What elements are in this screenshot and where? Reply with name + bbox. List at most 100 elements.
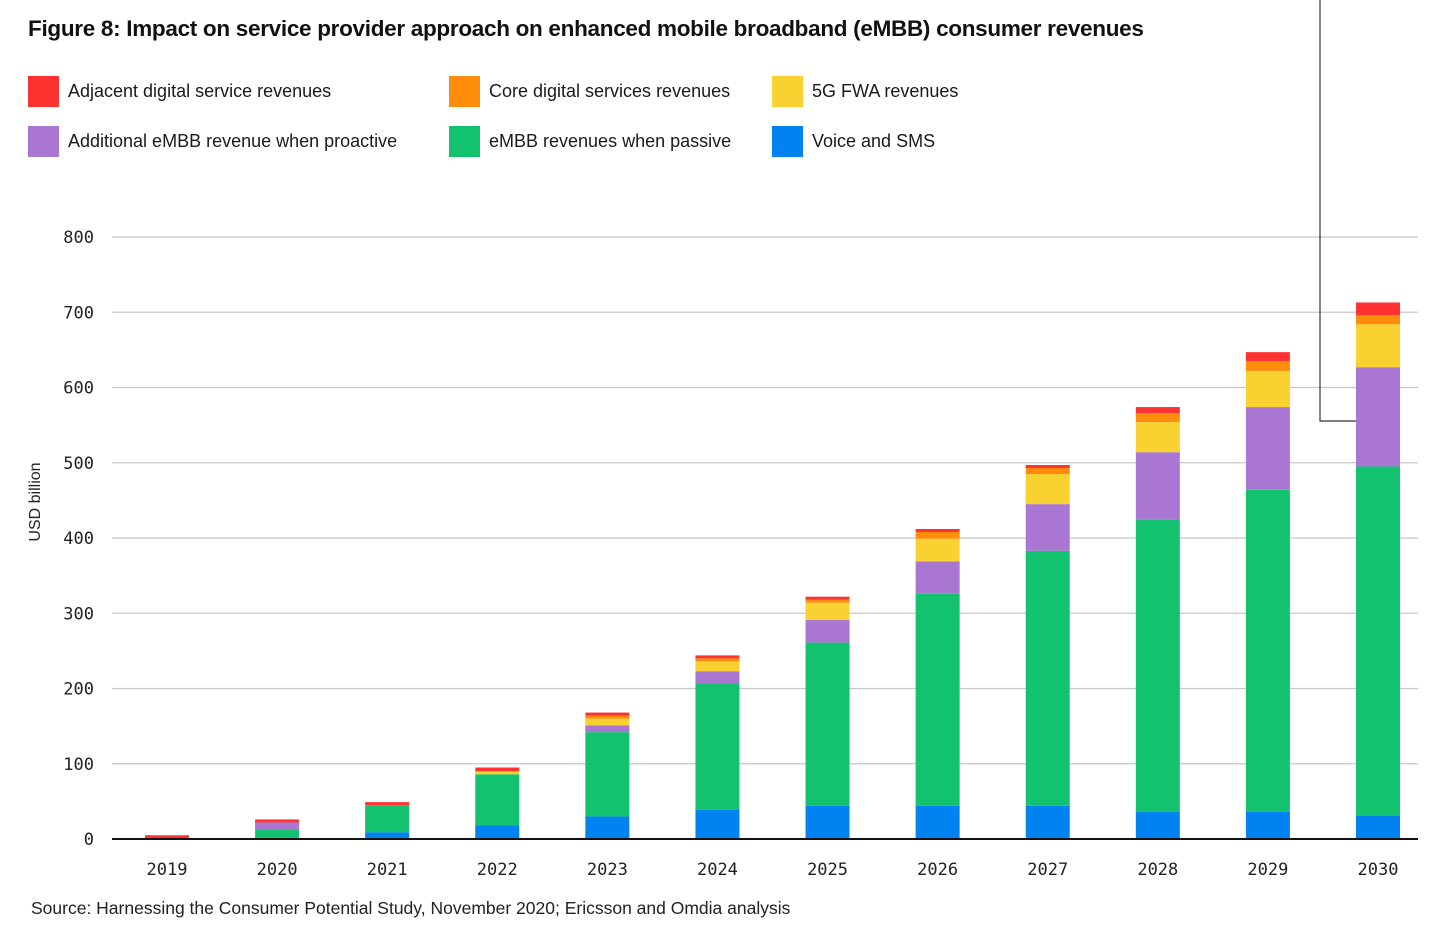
bar-segment	[255, 822, 300, 830]
bar-segment	[1025, 504, 1070, 551]
x-tick-label: 2019	[147, 860, 188, 880]
bar-segment	[915, 528, 960, 532]
bar-segment	[805, 602, 850, 621]
bar-segment	[1245, 352, 1290, 362]
bar-segment	[695, 661, 740, 672]
bar-segment	[255, 829, 300, 839]
legend-label: Voice and SMS	[812, 130, 936, 151]
bar-segment	[915, 593, 960, 806]
bar-segment	[805, 596, 850, 600]
bar-stack-2029	[1245, 352, 1290, 839]
chart-title: Figure 8: Impact on service provider app…	[28, 16, 1144, 41]
x-tick-label: 2026	[917, 860, 958, 880]
bar-segment	[1135, 519, 1180, 812]
bar-segment	[1245, 407, 1290, 490]
legend-swatch	[28, 75, 59, 107]
legend-label: eMBB revenues when passive	[489, 130, 732, 151]
bar-segment	[585, 715, 630, 719]
legend-swatch	[449, 75, 480, 107]
x-tick-labels: 2019 2020 2021 2022 2023 2024 2025 2026 2027 2028…	[147, 860, 1399, 880]
bar-segment	[1135, 452, 1180, 520]
bar-segment	[585, 712, 630, 716]
bar-stack-2027	[1025, 465, 1070, 839]
bar-segment	[1025, 805, 1070, 839]
x-tick-label: 2021	[367, 860, 408, 880]
bar-segment	[255, 819, 300, 823]
y-tick-label: 500	[63, 454, 94, 474]
bar-segment	[1245, 489, 1290, 812]
bar-segment	[1135, 407, 1180, 414]
gridlines	[112, 236, 1418, 765]
bar-stack-2021	[365, 802, 410, 839]
legend-item-5g-fwa: 5G FWA revenues	[772, 75, 958, 107]
annotation-connector-line	[1319, 0, 1356, 422]
x-tick-label: 2024	[697, 860, 738, 880]
y-tick-label: 600	[63, 379, 94, 399]
bar-segment	[1356, 315, 1400, 325]
y-tick-label: 700	[63, 303, 94, 323]
bar-segment	[1025, 474, 1070, 505]
bar-segment	[1135, 422, 1180, 453]
bar-segment	[585, 718, 630, 726]
bar-segment	[585, 732, 630, 817]
bar-segment	[1356, 466, 1400, 816]
x-tick-label: 2020	[257, 860, 298, 880]
legend-swatch	[28, 125, 59, 157]
bar-segment	[585, 725, 630, 733]
x-tick-label: 2027	[1027, 860, 1068, 880]
x-tick-label: 2028	[1137, 860, 1178, 880]
bar-segment	[805, 599, 850, 603]
bar-segment	[475, 771, 520, 775]
legend-label: Adjacent digital service revenues	[68, 80, 332, 101]
legend-item-embb-passive: eMBB revenues when passive	[449, 125, 731, 157]
x-tick-label: 2022	[477, 860, 518, 880]
legend-label: Additional eMBB revenue when proactive	[68, 130, 398, 151]
bar-segment	[915, 531, 960, 539]
bar-segment	[1135, 811, 1180, 839]
bar-segment	[1025, 468, 1070, 475]
bar-segment	[1245, 370, 1290, 408]
bar-segment	[1245, 361, 1290, 371]
legend-swatch	[449, 125, 480, 157]
legend-swatch	[772, 75, 803, 107]
bar-stack-2024	[695, 655, 740, 839]
y-tick-label: 300	[63, 604, 94, 624]
legend-label: Core digital services revenues	[489, 80, 731, 101]
y-tick-label: 400	[63, 529, 94, 549]
bar-segment	[365, 802, 410, 806]
legend-item-additional-embb: Additional eMBB revenue when proactive	[28, 125, 397, 157]
legend-label: 5G FWA revenues	[812, 80, 959, 101]
bar-segment	[1356, 324, 1400, 368]
bar-segment	[695, 683, 740, 810]
bar-stack-2020	[255, 819, 300, 839]
y-tick-label: 200	[63, 680, 94, 700]
bar-segment	[695, 809, 740, 839]
bar-stack-2022	[475, 767, 520, 839]
bar-segment	[1025, 465, 1070, 469]
y-axis-label: USD billion	[27, 462, 44, 542]
bar-segment	[805, 805, 850, 839]
bar-segment	[1025, 550, 1070, 806]
legend-item-adjacent-digital: Adjacent digital service revenues	[28, 75, 331, 107]
bar-stacks	[145, 302, 1400, 839]
bar-segment	[1135, 413, 1180, 423]
bar-segment	[585, 816, 630, 839]
y-tick-label: 800	[63, 228, 94, 248]
bar-stack-2023	[585, 712, 630, 839]
bar-segment	[475, 774, 520, 826]
bar-segment	[1356, 302, 1400, 316]
legend-swatch	[772, 125, 803, 157]
bar-segment	[915, 805, 960, 839]
y-tick-label: 0	[84, 830, 94, 850]
y-tick-label: 100	[63, 755, 94, 775]
bar-segment	[915, 561, 960, 594]
bar-stack-2028	[1135, 407, 1180, 839]
legend-item-core-digital: Core digital services revenues	[449, 75, 730, 107]
x-tick-label: 2025	[807, 860, 848, 880]
bar-segment	[805, 642, 850, 806]
bar-segment	[475, 825, 520, 839]
bar-segment	[915, 538, 960, 562]
bar-segment	[695, 658, 740, 662]
y-tick-labels: 0 100 200 300 400 500 600 700 800	[63, 228, 94, 850]
